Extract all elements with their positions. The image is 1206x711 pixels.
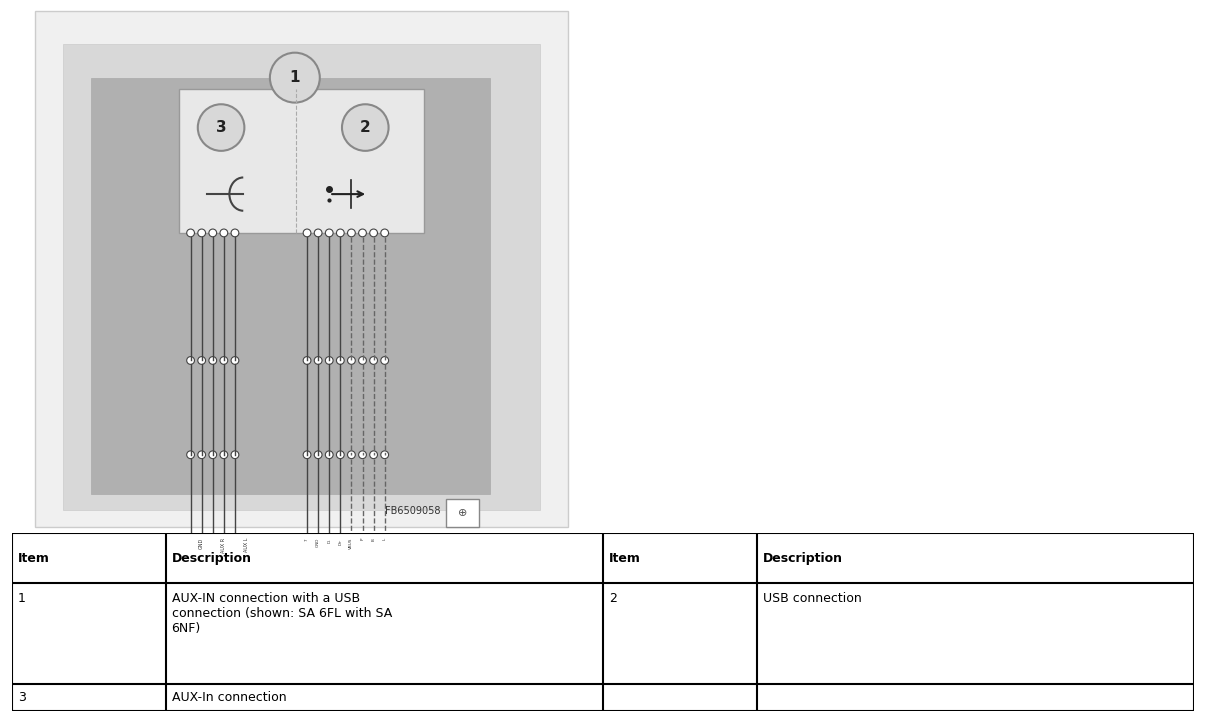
Text: 7: 7 xyxy=(305,538,309,540)
Circle shape xyxy=(198,229,205,237)
Text: Description: Description xyxy=(762,552,843,565)
Circle shape xyxy=(198,357,205,364)
Text: GND: GND xyxy=(316,538,320,547)
Circle shape xyxy=(347,229,356,237)
Circle shape xyxy=(358,357,367,364)
Text: AUX-In connection: AUX-In connection xyxy=(171,691,286,704)
Circle shape xyxy=(315,357,322,364)
Circle shape xyxy=(336,229,344,237)
FancyBboxPatch shape xyxy=(446,499,479,527)
Text: L: L xyxy=(382,538,387,540)
Circle shape xyxy=(209,451,217,459)
Circle shape xyxy=(232,451,239,459)
Circle shape xyxy=(381,451,388,459)
Circle shape xyxy=(270,53,320,102)
Text: D+: D+ xyxy=(339,538,343,545)
Text: FB6509058: FB6509058 xyxy=(385,506,440,515)
Text: AUX R: AUX R xyxy=(222,538,227,553)
Circle shape xyxy=(232,229,239,237)
Text: 3: 3 xyxy=(18,691,25,704)
Circle shape xyxy=(381,229,388,237)
Circle shape xyxy=(347,451,356,459)
Circle shape xyxy=(315,451,322,459)
Circle shape xyxy=(303,229,311,237)
Circle shape xyxy=(326,451,333,459)
Text: 3: 3 xyxy=(216,120,227,135)
Circle shape xyxy=(336,357,344,364)
Text: USB connection: USB connection xyxy=(762,592,861,605)
Circle shape xyxy=(303,357,311,364)
FancyBboxPatch shape xyxy=(63,44,540,510)
Circle shape xyxy=(381,357,388,364)
Text: VBUS: VBUS xyxy=(350,538,353,550)
Circle shape xyxy=(336,451,344,459)
FancyBboxPatch shape xyxy=(180,89,423,233)
Circle shape xyxy=(370,451,377,459)
Circle shape xyxy=(347,357,356,364)
Circle shape xyxy=(209,229,217,237)
Circle shape xyxy=(232,357,239,364)
Circle shape xyxy=(303,451,311,459)
Text: GND: GND xyxy=(199,538,204,549)
Text: D-: D- xyxy=(327,538,332,542)
Circle shape xyxy=(187,357,194,364)
Text: 1: 1 xyxy=(289,70,300,85)
Text: Description: Description xyxy=(171,552,252,565)
Circle shape xyxy=(326,357,333,364)
Circle shape xyxy=(315,229,322,237)
Circle shape xyxy=(370,357,377,364)
Circle shape xyxy=(219,229,228,237)
Circle shape xyxy=(219,451,228,459)
Circle shape xyxy=(358,229,367,237)
Text: Item: Item xyxy=(609,552,640,565)
Circle shape xyxy=(187,451,194,459)
Circle shape xyxy=(343,105,388,151)
Circle shape xyxy=(198,105,245,151)
FancyBboxPatch shape xyxy=(35,11,568,527)
Text: Item: Item xyxy=(18,552,49,565)
Text: AUX-IN connection with a USB
connection (shown: SA 6FL with SA
6NF): AUX-IN connection with a USB connection … xyxy=(171,592,392,635)
Text: 1: 1 xyxy=(18,592,25,605)
Text: 2: 2 xyxy=(609,592,616,605)
Text: P: P xyxy=(361,538,364,540)
Circle shape xyxy=(198,451,205,459)
Text: B: B xyxy=(371,538,375,541)
Circle shape xyxy=(326,229,333,237)
Circle shape xyxy=(219,357,228,364)
Circle shape xyxy=(209,357,217,364)
Circle shape xyxy=(187,229,194,237)
Circle shape xyxy=(370,229,377,237)
Text: ⊕: ⊕ xyxy=(457,508,467,518)
FancyBboxPatch shape xyxy=(90,77,490,493)
Text: 2: 2 xyxy=(359,120,370,135)
Text: AUX L: AUX L xyxy=(244,538,248,552)
Circle shape xyxy=(358,451,367,459)
